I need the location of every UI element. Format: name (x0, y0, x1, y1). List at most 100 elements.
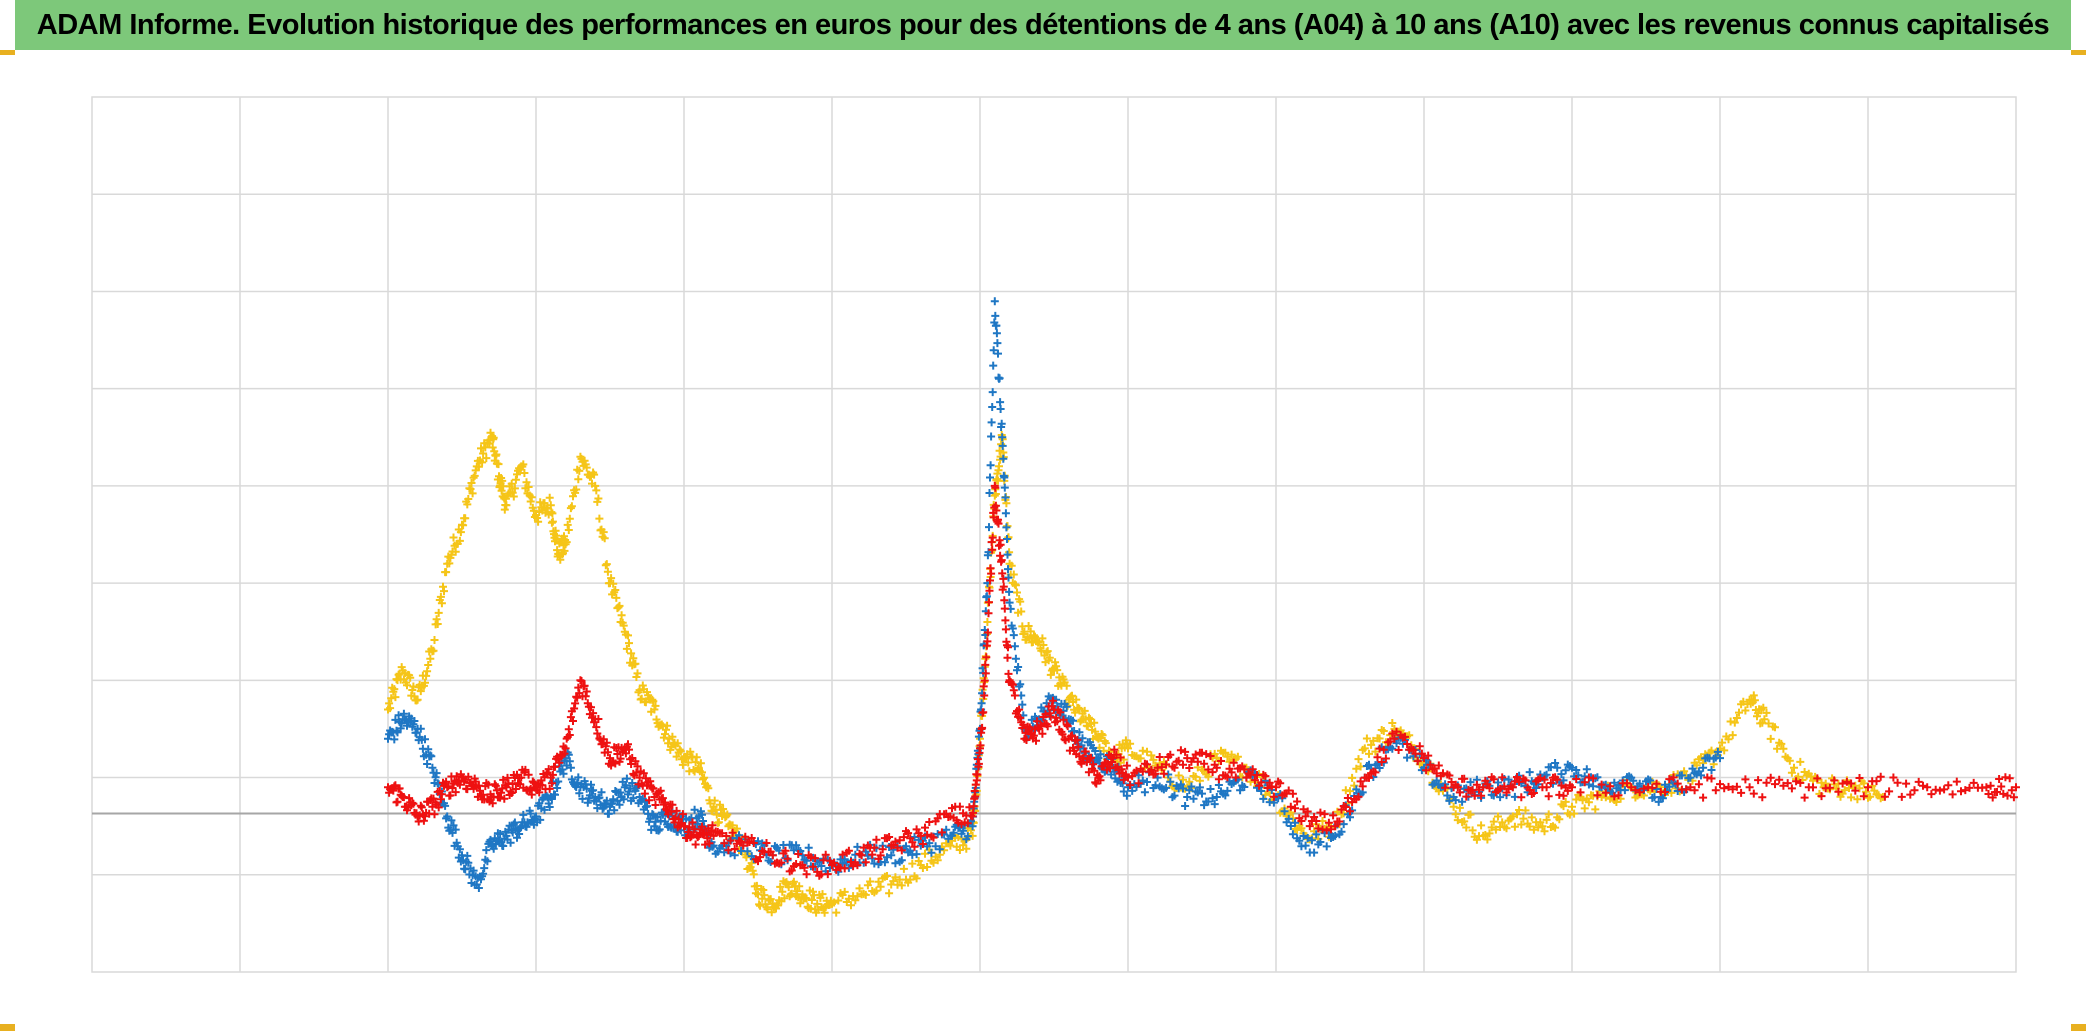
data-point-plus (828, 861, 836, 870)
data-point-plus (996, 405, 1005, 413)
data-point-plus (423, 760, 432, 768)
data-point-plus (752, 881, 761, 890)
data-point-plus (1745, 783, 1754, 792)
data-point-plus (1489, 775, 1498, 784)
data-point-plus (2003, 791, 2012, 800)
data-point-plus (590, 470, 599, 479)
data-point-plus (1122, 791, 1131, 800)
data-point-plus (1341, 803, 1350, 811)
data-point-plus (1029, 731, 1038, 740)
data-point-plus (433, 620, 442, 628)
gridlines (91, 96, 2017, 973)
data-point-plus (426, 654, 435, 663)
data-point-plus (910, 842, 919, 851)
data-point-plus (1070, 727, 1079, 735)
data-point-plus (486, 835, 495, 844)
data-point-plus (1261, 772, 1270, 781)
data-point-plus (878, 845, 887, 854)
data-point-plus (1288, 789, 1297, 798)
data-point-plus (1517, 793, 1526, 802)
data-point-plus (451, 788, 460, 797)
data-point-plus (1460, 774, 1469, 783)
data-point-plus (1388, 729, 1397, 738)
data-point-plus (754, 890, 762, 899)
data-point-plus (587, 703, 595, 712)
data-point-plus (918, 840, 927, 848)
data-point-plus (714, 818, 723, 827)
data-point-plus (1591, 805, 1600, 814)
data-point-plus (1386, 737, 1395, 746)
data-point-plus (1301, 812, 1310, 821)
data-point-plus (1303, 807, 1312, 816)
corner-accent-top-right (2071, 50, 2086, 55)
data-point-plus (1193, 757, 1202, 766)
data-point-plus (762, 839, 771, 847)
data-point-plus (1449, 802, 1458, 811)
corner-accent-bottom-right (2071, 1024, 2086, 1031)
data-point-plus (680, 754, 688, 763)
data-point-plus (398, 715, 407, 724)
data-point-plus (872, 886, 881, 895)
data-point-plus (1513, 810, 1521, 819)
data-point-plus (988, 533, 997, 542)
data-point-plus (980, 691, 989, 700)
data-point-plus (1491, 825, 1500, 834)
data-point-plus (1250, 776, 1259, 785)
data-point-plus (491, 781, 500, 790)
data-point-plus (1606, 782, 1615, 791)
data-point-plus (1346, 807, 1354, 816)
data-point-plus (1580, 804, 1589, 813)
series-1 (385, 311, 1722, 892)
data-point-plus (566, 763, 575, 772)
data-point-plus (560, 546, 569, 555)
data-point-plus (1206, 752, 1215, 760)
data-point-plus (487, 841, 496, 850)
data-point-plus (424, 745, 433, 754)
data-point-plus (467, 479, 476, 487)
data-point-plus (1143, 747, 1151, 756)
data-point-plus (1333, 807, 1342, 816)
data-point-plus (545, 493, 554, 502)
data-point-plus (507, 479, 516, 488)
data-point-plus (1233, 752, 1242, 761)
data-point-plus (1906, 790, 1915, 799)
data-point-plus (1227, 768, 1236, 777)
data-point-plus (1071, 708, 1080, 717)
data-point-plus (600, 534, 609, 543)
data-point-plus (789, 877, 798, 886)
data-point-plus (1417, 749, 1426, 758)
data-point-plus (1661, 780, 1669, 789)
data-point-plus (1445, 771, 1454, 780)
data-point-plus (574, 475, 583, 484)
data-point-plus (1758, 793, 1767, 802)
data-point-plus (585, 791, 594, 800)
data-point-plus (1094, 773, 1103, 782)
data-point-plus (1462, 823, 1471, 832)
data-point-plus (840, 864, 849, 873)
data-point-plus (611, 759, 620, 768)
data-point-plus (410, 717, 419, 725)
data-point-plus (795, 882, 804, 891)
data-point-plus (1834, 787, 1843, 796)
data-point-plus (1183, 793, 1192, 801)
data-point-plus (417, 803, 426, 812)
data-point-plus (876, 882, 885, 891)
data-point-plus (1623, 779, 1631, 788)
data-point-plus (1331, 831, 1340, 840)
data-point-plus (1075, 728, 1084, 737)
data-point-plus (1038, 729, 1047, 738)
data-point-plus (1842, 777, 1851, 786)
data-point-plus (1553, 775, 1562, 784)
data-point-plus (1796, 778, 1805, 787)
data-point-plus (583, 798, 592, 807)
data-point-plus (1147, 765, 1156, 774)
data-point-plus (1354, 755, 1363, 764)
data-point-plus (1010, 691, 1019, 700)
data-point-plus (887, 880, 896, 889)
data-point-plus (692, 753, 701, 762)
data-point-plus (607, 574, 616, 583)
data-point-plus (712, 810, 721, 819)
data-point-plus (1568, 802, 1576, 811)
data-point-plus (883, 872, 891, 880)
data-point-plus (1521, 776, 1530, 785)
